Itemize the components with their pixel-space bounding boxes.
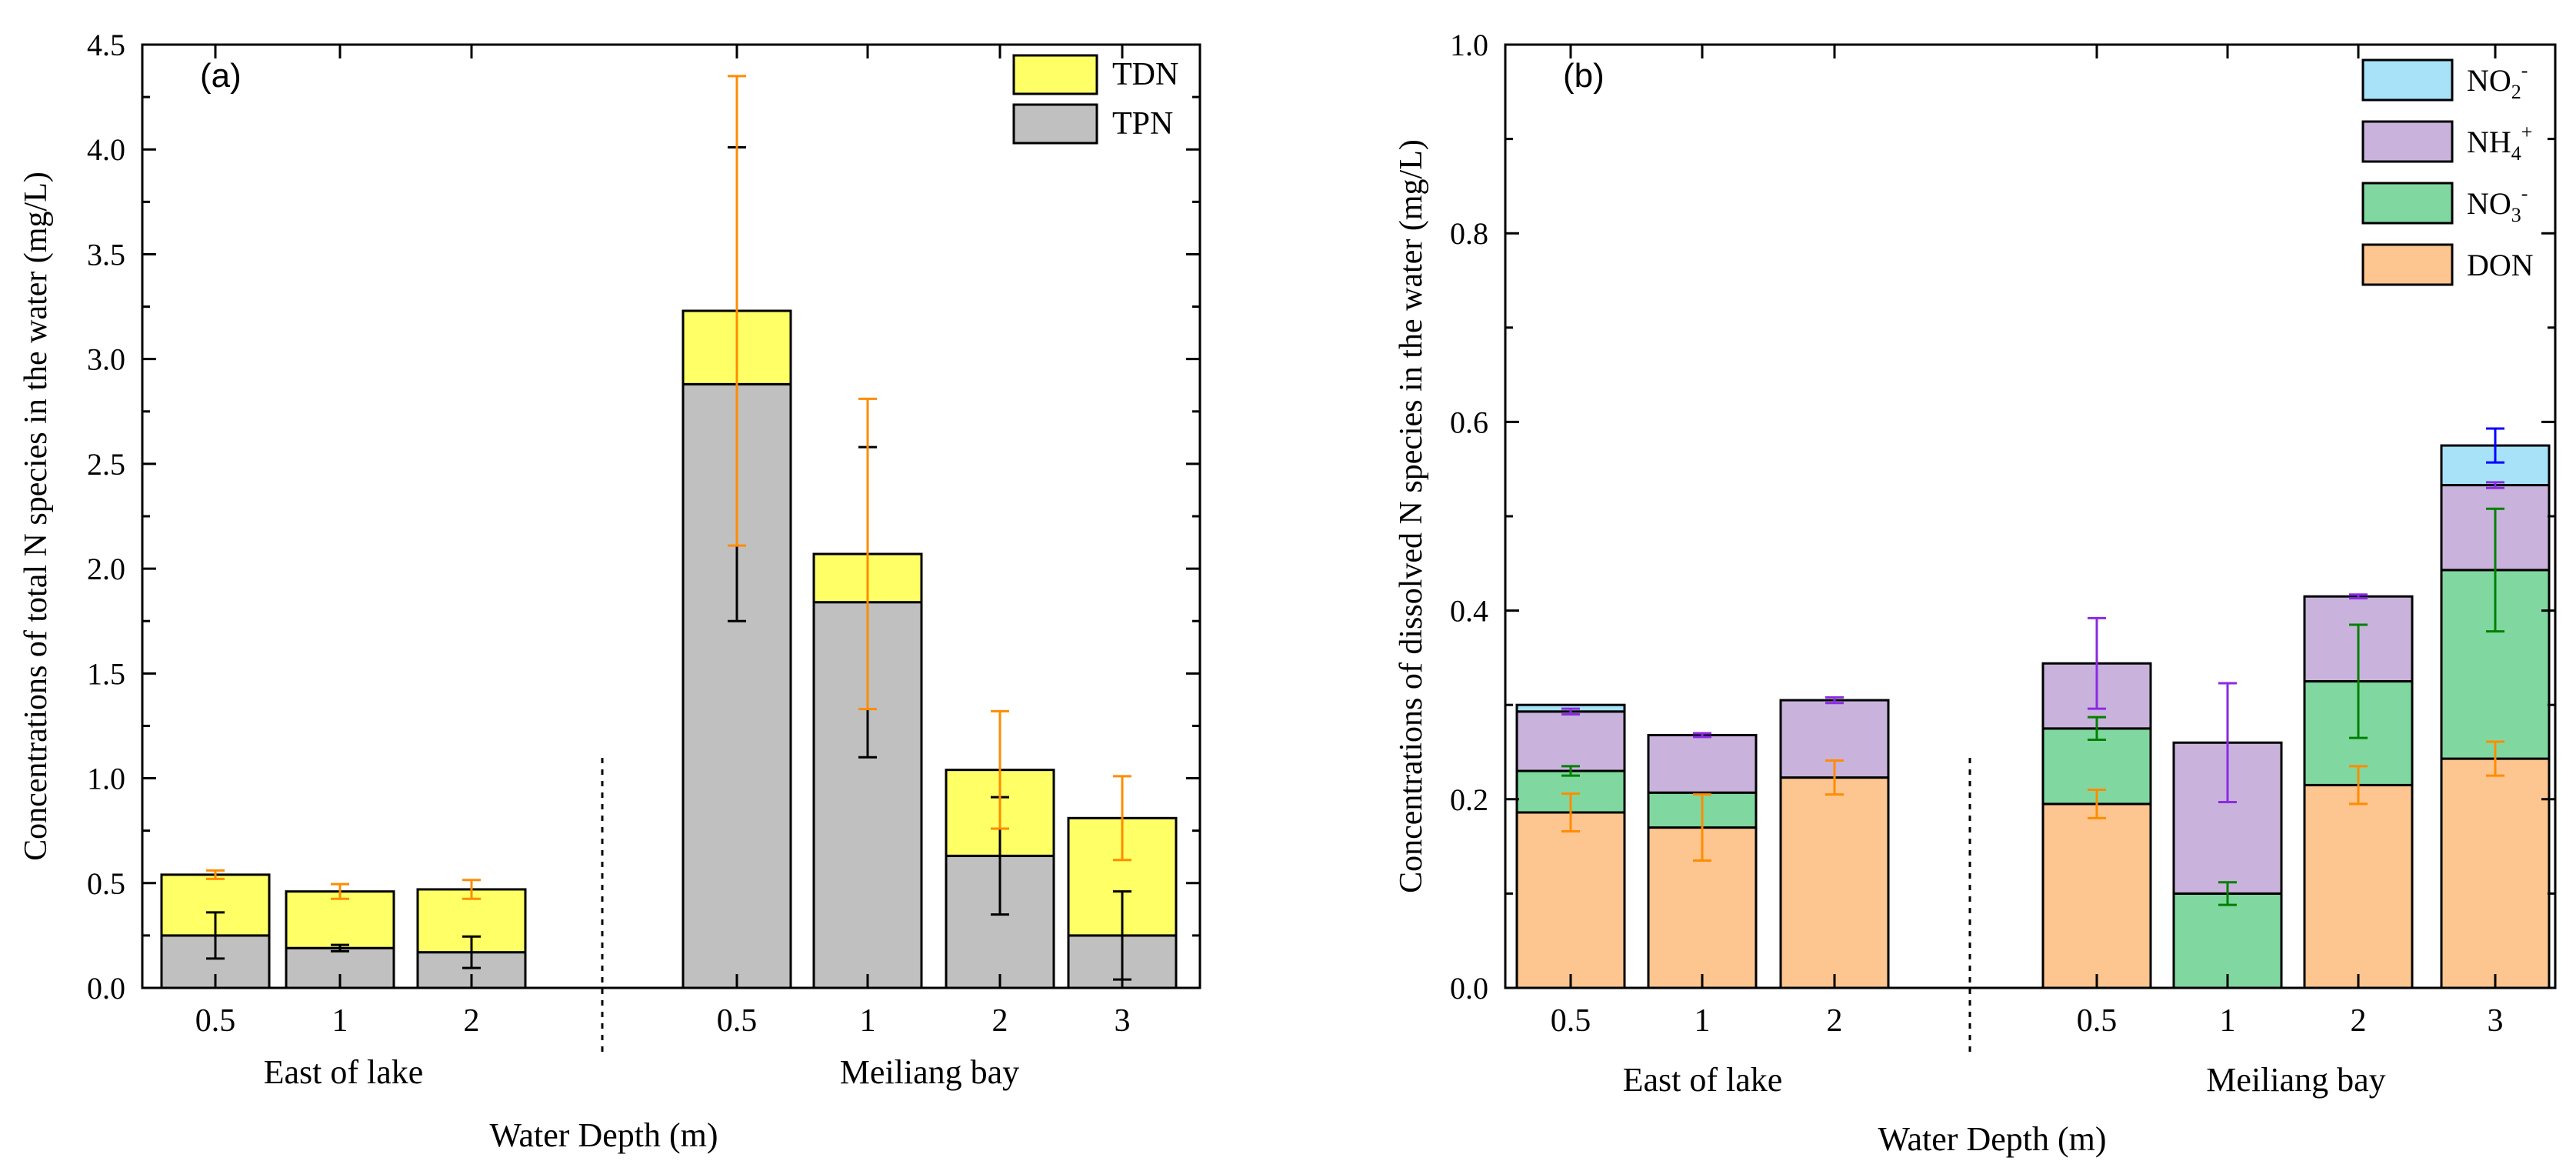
legend-swatch-3 (2361, 243, 2454, 286)
y-tick-label: 1.0 (1450, 28, 1488, 62)
y-tick-label: 0.8 (1450, 216, 1488, 251)
x-axis-label: Water Depth (m) (490, 1116, 718, 1154)
y-tick-label: 4.5 (87, 28, 125, 62)
bar-don-0 (1515, 811, 1626, 989)
y-tick-label: 0.0 (1450, 971, 1488, 1006)
x-tick-label: 0.5 (195, 1003, 236, 1039)
x-tick-label: 1 (2220, 1003, 2236, 1039)
x-tick-label: 1 (332, 1003, 348, 1039)
legend-swatch-1 (2361, 120, 2454, 163)
x-tick-label: 2 (464, 1003, 480, 1039)
legend-label-2: NO3- (2467, 182, 2528, 226)
x-tick-label: 0.5 (717, 1003, 758, 1039)
x-tick-label: 3 (1115, 1003, 1131, 1039)
bar-don-3 (2041, 802, 2152, 989)
group-label-0: East of lake (264, 1053, 424, 1091)
group-label-1: Meiliang bay (840, 1053, 1019, 1091)
y-tick-label: 4.0 (87, 132, 125, 167)
y-tick-label: 0.6 (1450, 405, 1488, 439)
y-tick-label: 2.5 (87, 447, 125, 482)
y-tick-label: 0.5 (87, 866, 125, 901)
bar-tdn-1 (285, 890, 395, 949)
legend-label-0: NO2- (2467, 59, 2528, 103)
legend-label-1: NH4+ (2467, 121, 2532, 165)
legend: NO2- NH4+ NO3- DON (2361, 58, 2534, 286)
y-tick-label: 0.2 (1450, 782, 1488, 817)
x-tick-label: 3 (2488, 1003, 2504, 1039)
x-tick-label: 2 (992, 1003, 1008, 1039)
y-tick-label: 1.0 (87, 762, 125, 796)
x-tick-label: 0.5 (2077, 1003, 2118, 1039)
bar-don-5 (2303, 783, 2414, 989)
legend: TDN TPN (1012, 54, 1178, 145)
y-tick-label: 3.0 (87, 342, 125, 377)
y-tick-label: 3.5 (87, 237, 125, 272)
y-tick-label: 1.5 (87, 656, 125, 691)
panel-label: (b) (1563, 57, 1605, 95)
x-tick-label: 1 (1695, 1003, 1711, 1039)
y-axis-label: Concentrations of dissolved N species in… (1394, 139, 1429, 893)
legend-label-3: DON (2467, 248, 2534, 282)
legend-swatch-1 (1012, 103, 1098, 145)
y-tick-label: 0.4 (1450, 594, 1488, 629)
y-axis-label: Concentrations of total N species in the… (18, 172, 54, 861)
panel-b-chart: 0.0 0.2 0.4 0.6 0.8 1.0 0.5 1 2 0.5 1 2 3 East of lak… (1394, 28, 2557, 1158)
legend-swatch-2 (2361, 182, 2454, 225)
legend-swatch-0 (1012, 54, 1098, 95)
x-axis-label: Water Depth (m) (1878, 1120, 2107, 1158)
legend-label-0: TDN (1112, 57, 1178, 92)
bar-nh4+-1 (1647, 733, 1758, 794)
x-tick-label: 2 (1827, 1003, 1843, 1039)
x-tick-label: 1 (860, 1003, 876, 1039)
x-tick-label: 2 (2351, 1003, 2367, 1039)
bar-don-2 (1779, 776, 1890, 989)
bar-nh4+-0 (1515, 710, 1626, 772)
y-tick-label: 0.0 (87, 971, 125, 1006)
legend-label-1: TPN (1112, 106, 1173, 142)
bar-no3--4 (2172, 892, 2283, 989)
panel-label: (a) (200, 57, 242, 95)
group-label-0: East of lake (1623, 1061, 1783, 1099)
legend-swatch-0 (2361, 58, 2454, 102)
y-tick-label: 2.0 (87, 552, 125, 586)
x-tick-label: 0.5 (1551, 1003, 1591, 1039)
group-label-1: Meiliang bay (2206, 1061, 2385, 1099)
panel-a-chart: 0.0 0.5 1.0 1.5 2.0 2.5 3.0 3.5 4.0 4.5 0.5 1 2 0.5 1 2… (18, 28, 1201, 1154)
bar-don-6 (2440, 757, 2551, 989)
